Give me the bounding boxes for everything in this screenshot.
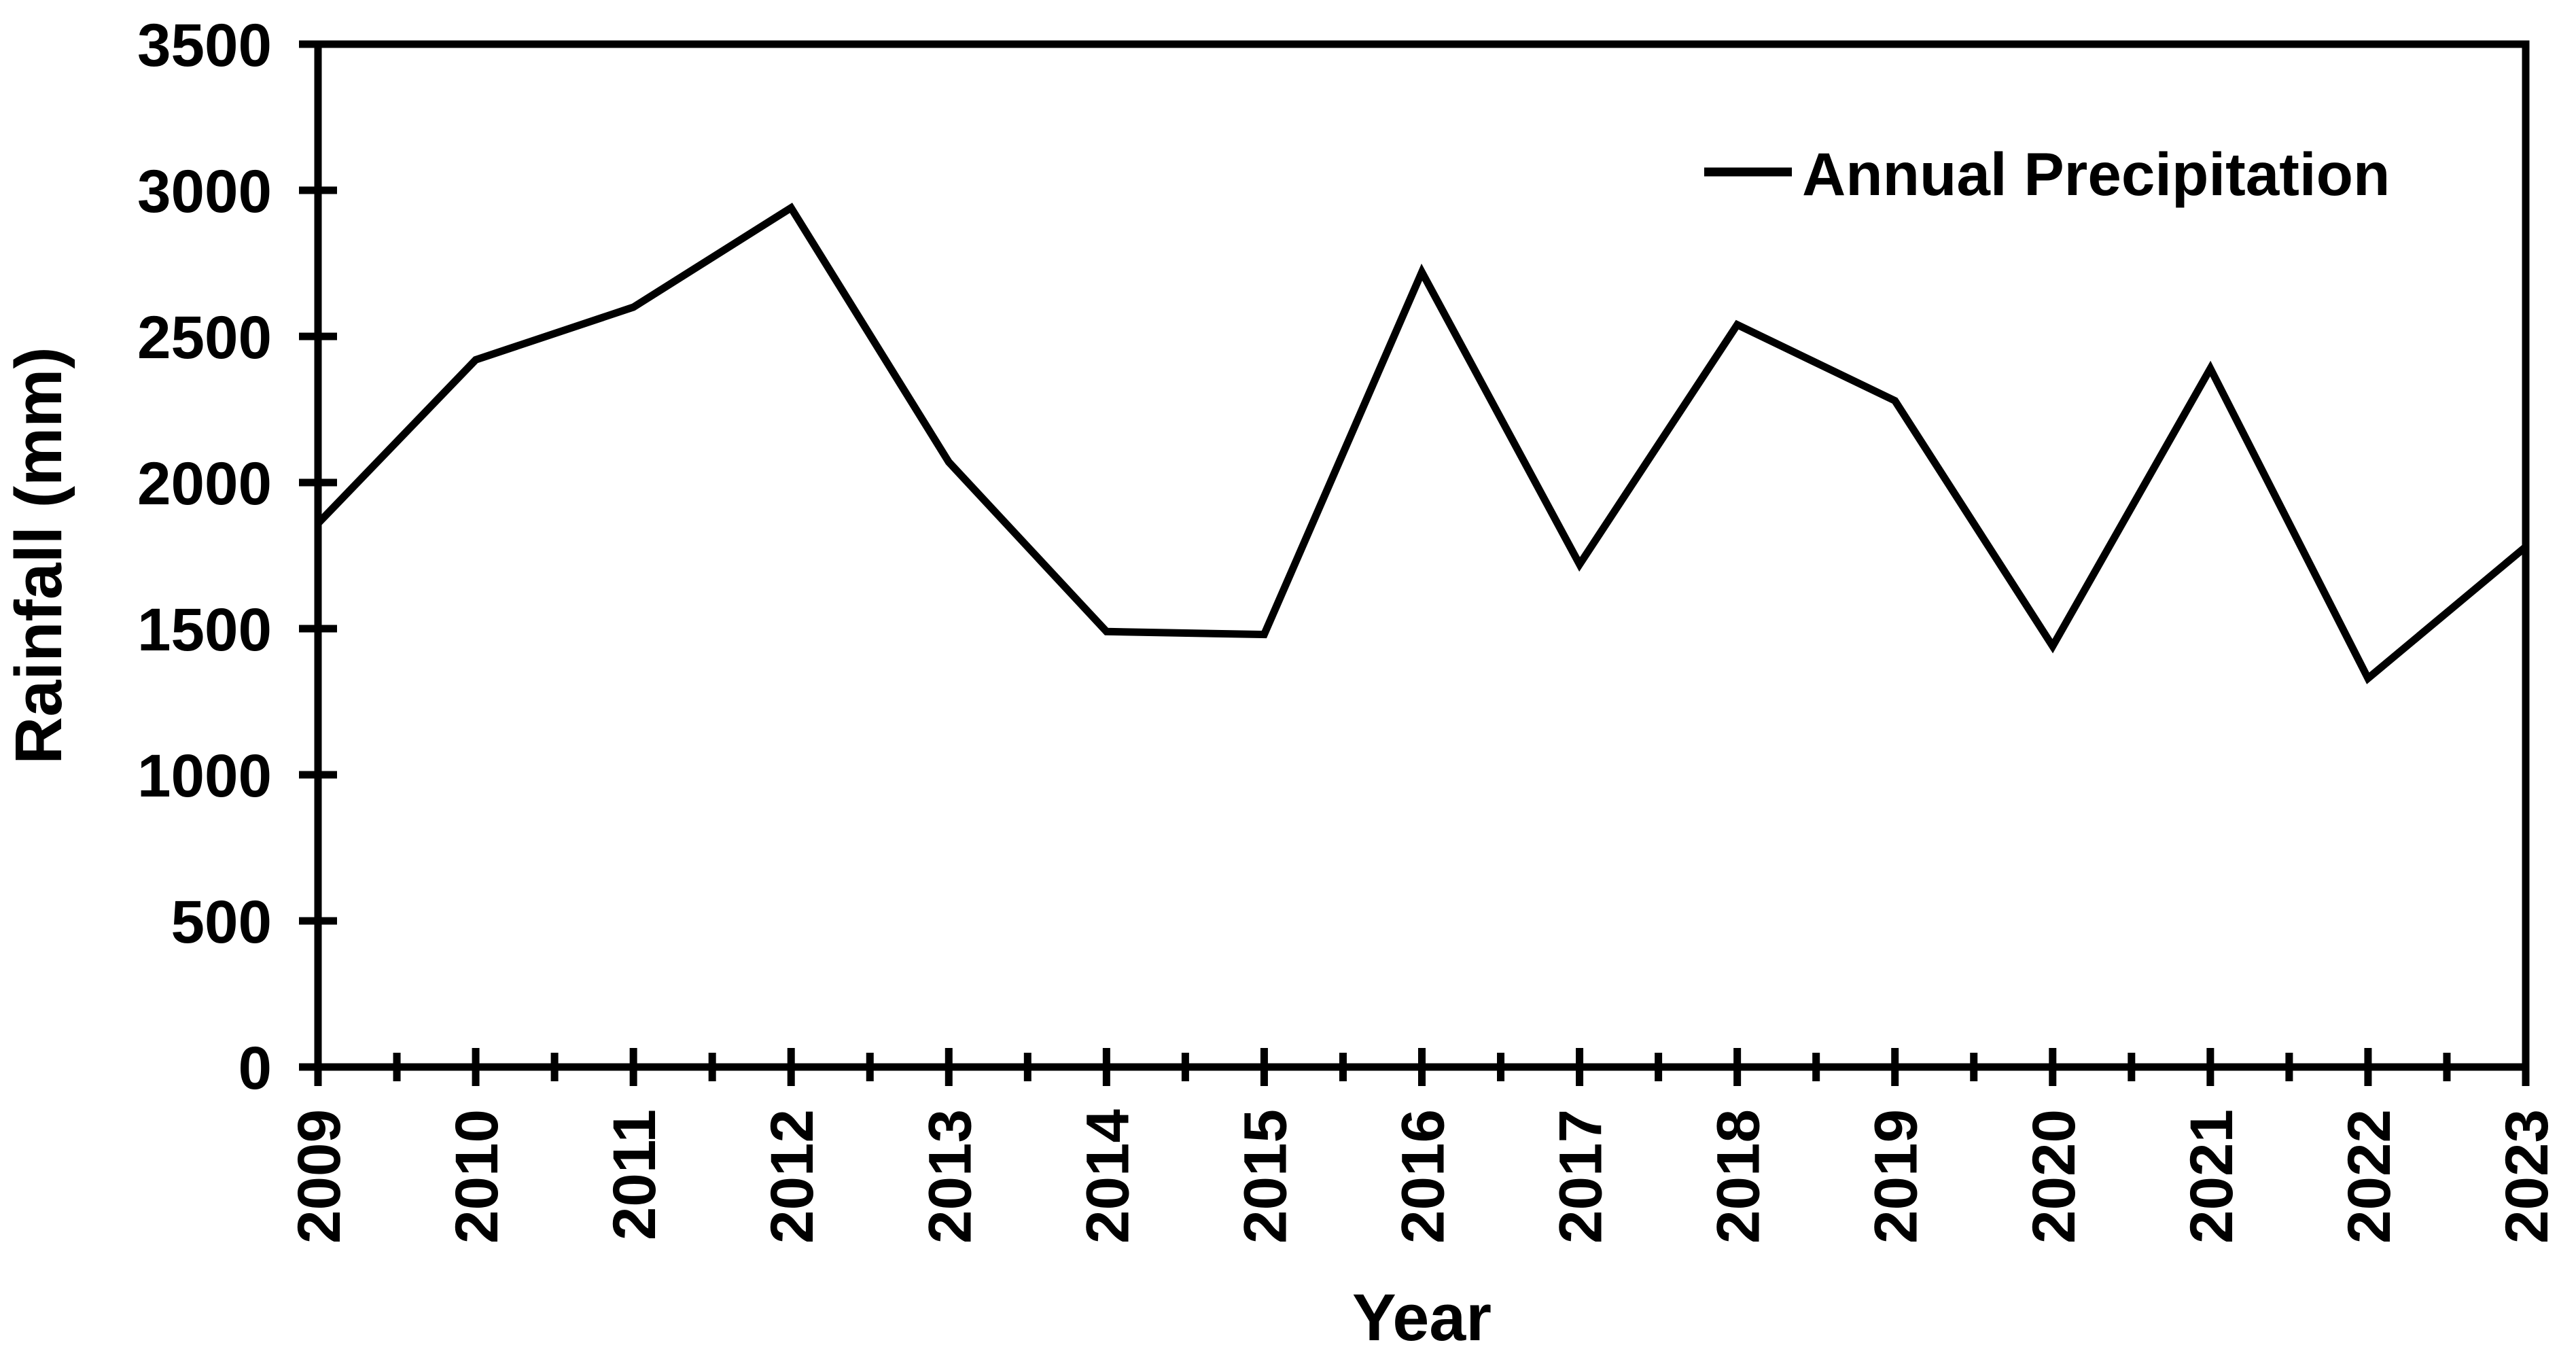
x-tick-label: 2011 [600,1109,668,1240]
x-tick-label: 2012 [758,1109,826,1244]
x-axis-title: Year [1352,1280,1492,1354]
x-tick-label: 2009 [285,1109,353,1244]
y-axis-title: Rainfall (mm) [1,347,75,764]
legend-label: Annual Precipitation [1802,140,2390,208]
y-tick-label: 1000 [137,741,272,809]
x-tick-label: 2022 [2335,1109,2403,1244]
y-axis-tick-labels: 0 500 1000 1500 2000 2500 3000 3500 [137,11,272,1102]
data-line-annual-precipitation [315,203,2528,684]
x-tick-label: 2013 [915,1109,983,1244]
y-tick-label: 2000 [137,449,272,517]
y-tick-label: 3500 [137,11,272,79]
legend: Annual Precipitation [1704,140,2390,208]
x-axis-ticks [314,1048,2530,1086]
x-tick-label: 2010 [442,1109,510,1244]
y-tick-label: 0 [239,1034,272,1102]
x-tick-label: 2016 [1389,1109,1457,1244]
x-tick-label: 2019 [1862,1109,1930,1244]
x-tick-label: 2014 [1073,1109,1141,1244]
x-tick-label: 2017 [1547,1109,1615,1244]
x-tick-label: 2023 [2492,1109,2560,1244]
x-tick-label: 2015 [1231,1109,1299,1244]
y-tick-label: 3000 [137,157,272,225]
y-tick-label: 1500 [137,595,272,663]
x-axis-tick-labels: 2009 2010 2011 2012 2013 2014 2015 2016 2017 2018… [285,1109,2560,1244]
x-axis-minor-ticks [393,1053,2451,1081]
x-tick-label: 2021 [2177,1109,2245,1244]
y-tick-label: 500 [171,888,272,956]
x-tick-label: 2020 [2019,1109,2087,1244]
y-tick-label: 2500 [137,303,272,371]
x-tick-label: 2018 [1704,1109,1772,1244]
y-axis-ticks [299,40,337,1071]
